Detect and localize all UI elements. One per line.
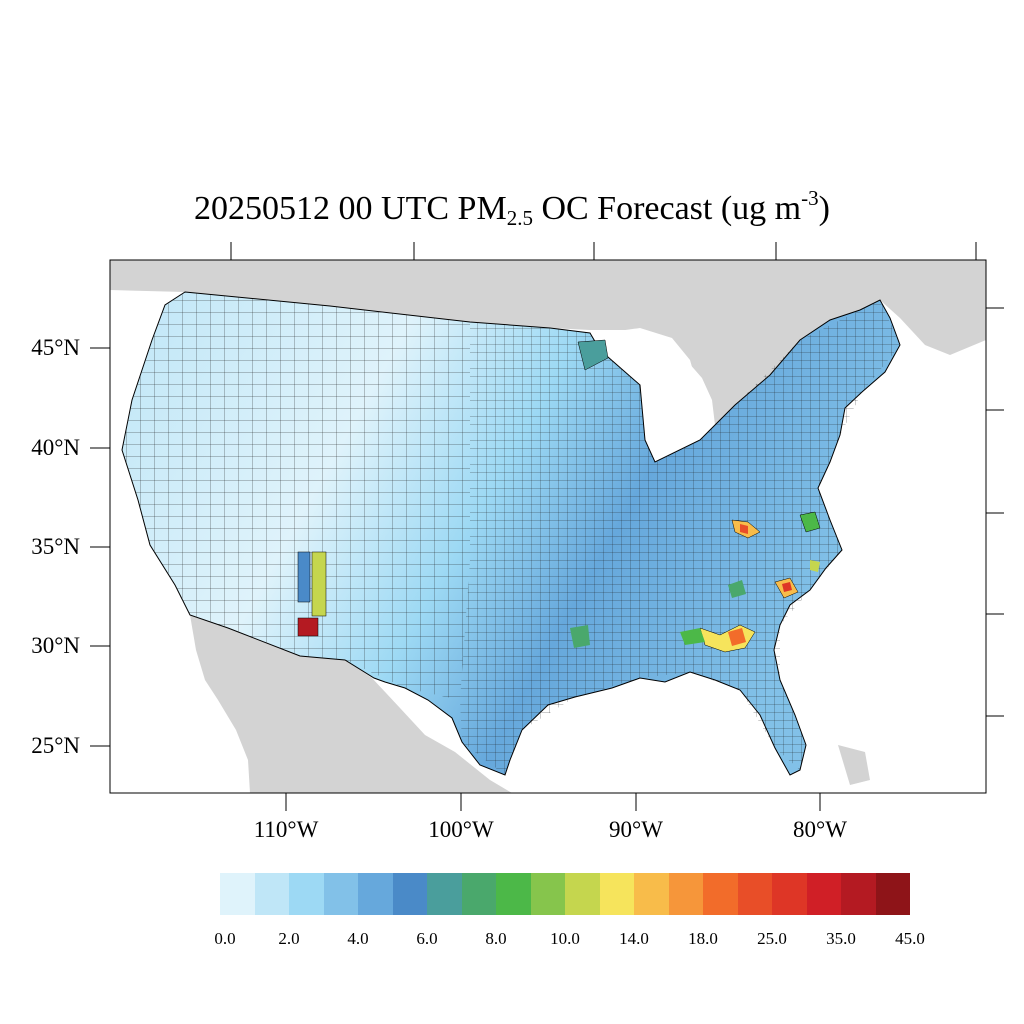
great-lakes (590, 328, 712, 462)
colorbar-label: 45.0 (895, 929, 925, 948)
axis-ticks (90, 242, 1004, 811)
hotspot-sc-inland (728, 580, 746, 598)
colorbar-label: 0.0 (214, 929, 236, 948)
colorbar-swatch (289, 873, 324, 915)
lon-label-80: 80°W (793, 817, 847, 842)
colorbar-swatch (599, 873, 634, 915)
lat-label-45: 45°N (31, 335, 80, 360)
colorbar-swatch (875, 873, 910, 915)
colorbar-swatch (461, 873, 496, 915)
colorbar-swatch (254, 873, 289, 915)
colorbar-label: 2.0 (278, 929, 300, 948)
colorbar-label: 8.0 (485, 929, 507, 948)
lat-label-40: 40°N (31, 435, 80, 460)
colorbar-swatch (220, 873, 255, 915)
colorbar-swatch (392, 873, 427, 915)
colorbar-swatch (496, 873, 531, 915)
hotspot-minnesota (577, 339, 609, 371)
hotspot-virginia (799, 511, 821, 533)
hotspot-nm-strip-blue (297, 551, 311, 603)
colorbar-label: 14.0 (619, 929, 649, 948)
lat-label-35: 35°N (31, 534, 80, 559)
hotspot-carolina-core (782, 582, 792, 592)
colorbar (220, 873, 910, 915)
canada-land (110, 260, 986, 425)
colorbar-swatch (427, 873, 462, 915)
colorbar-label: 4.0 (347, 929, 369, 948)
county-grid-west (122, 292, 470, 700)
hotspot-nm-strip (311, 551, 327, 617)
caribbean-land (838, 745, 870, 785)
lat-label-30: 30°N (31, 633, 80, 658)
colorbar-label: 35.0 (826, 929, 856, 948)
county-grid-east (460, 300, 900, 775)
map-border (109, 259, 987, 794)
hotspot-louisiana (570, 625, 590, 648)
colorbar-swatch (358, 873, 393, 915)
hotspot-georgia-green (680, 628, 705, 645)
hotspot-tennessee-core (740, 524, 748, 534)
colorbar-label: 25.0 (757, 929, 787, 948)
colorbar-swatch (841, 873, 876, 915)
colorbar-swatch (703, 873, 738, 915)
lon-label-90: 90°W (609, 817, 663, 842)
colorbar-swatch (772, 873, 807, 915)
colorbar-swatch (668, 873, 703, 915)
colorbar-swatch (806, 873, 841, 915)
colorbar-swatch (530, 873, 565, 915)
colorbar-swatch (323, 873, 358, 915)
colorbar-swatch (634, 873, 669, 915)
colorbar-label: 6.0 (416, 929, 438, 948)
hotspot-georgia-core (728, 628, 746, 646)
colorbar-label: 10.0 (550, 929, 580, 948)
colorbar-swatch (565, 873, 600, 915)
lon-label-100: 100°W (428, 817, 494, 842)
hotspot-nc-coast (810, 560, 820, 572)
colorbar-swatch (737, 873, 772, 915)
mexico-land (190, 615, 512, 793)
lon-label-110: 110°W (253, 817, 319, 842)
colorbar-label: 18.0 (688, 929, 718, 948)
map-title: 20250512 00 UTC PM2.5 OC Forecast (ug m-… (194, 186, 830, 230)
hotspot-arizona (297, 617, 319, 637)
lat-label-25: 25°N (31, 733, 80, 758)
